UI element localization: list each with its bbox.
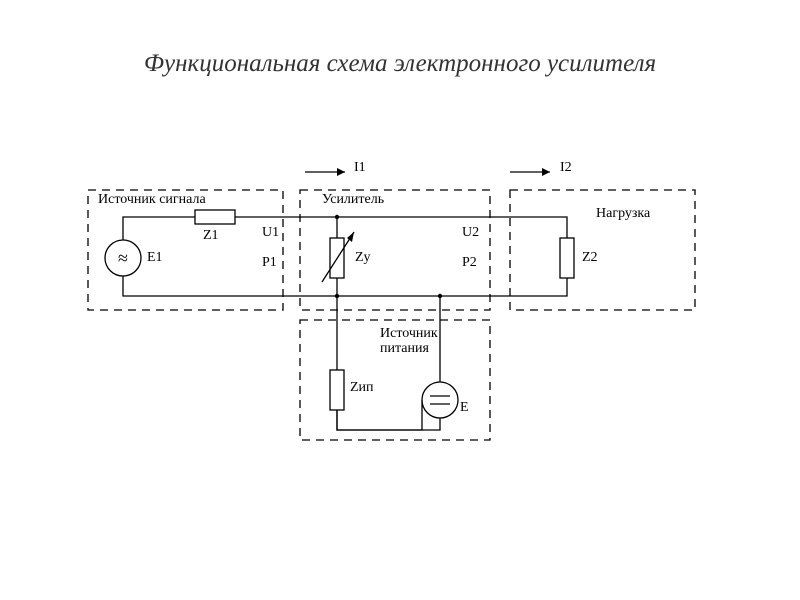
node-3 xyxy=(438,294,442,298)
label-z2: Z2 xyxy=(582,250,598,266)
label-block-power: Источникпитания xyxy=(380,326,438,357)
wire-src-bottom xyxy=(123,276,337,296)
label-zip: Zип xyxy=(350,380,374,396)
label-p1: P1 xyxy=(262,255,277,271)
label-i2: I2 xyxy=(560,160,572,176)
wire-power-bottom xyxy=(337,400,422,430)
label-z1: Z1 xyxy=(203,228,219,244)
label-i1: I1 xyxy=(354,160,366,176)
z2-resistor xyxy=(560,238,574,278)
ac-source-symbol: ≈ xyxy=(118,248,128,268)
z1-resistor xyxy=(195,210,235,224)
wire-zip-dc xyxy=(337,410,440,430)
label-block-load: Нагрузка xyxy=(596,206,650,222)
node-1 xyxy=(335,215,339,219)
circuit-diagram: ≈ xyxy=(0,0,800,600)
label-u2: U2 xyxy=(462,225,479,241)
wire-src-top xyxy=(123,217,195,240)
label-block-amplifier: Усилитель xyxy=(322,192,384,208)
label-block-source: Источник сигнала xyxy=(98,192,206,208)
label-e: E xyxy=(460,400,469,416)
label-p2: P2 xyxy=(462,255,477,271)
label-u1: U1 xyxy=(262,225,279,241)
wire-z1-zy xyxy=(235,217,337,238)
wire-amp-bottom xyxy=(337,278,567,296)
dc-source-icon xyxy=(422,382,458,418)
wire-amp-top xyxy=(337,217,567,238)
label-e1: E1 xyxy=(147,250,163,266)
block-amplifier xyxy=(300,190,490,310)
node-2 xyxy=(335,294,339,298)
label-zy: Zу xyxy=(355,250,371,266)
arrow-i1-head xyxy=(337,168,345,176)
zip-resistor xyxy=(330,370,344,410)
arrow-i2-head xyxy=(542,168,550,176)
